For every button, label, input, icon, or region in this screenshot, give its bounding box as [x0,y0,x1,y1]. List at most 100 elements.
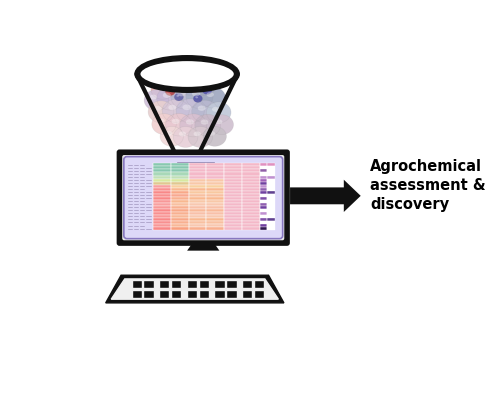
Bar [171,172,188,176]
Bar [171,209,188,212]
Text: discovery: discovery [370,197,449,212]
Ellipse shape [160,126,184,146]
Bar [188,176,206,178]
Ellipse shape [177,91,186,96]
Bar [206,215,224,218]
Bar [206,185,224,188]
Bar [206,188,224,191]
Bar [260,218,268,221]
Ellipse shape [195,115,220,136]
Bar [214,280,224,288]
Ellipse shape [152,114,176,134]
Bar [159,290,170,298]
Bar [242,215,260,218]
Bar [188,200,206,203]
Bar [224,209,242,212]
Bar [224,178,242,182]
Bar [268,203,275,206]
Bar [171,200,188,203]
Bar [242,212,260,215]
Bar [242,185,260,188]
Bar [206,194,224,197]
Bar [242,280,252,288]
Bar [226,280,236,288]
Bar [224,188,242,191]
Bar [171,280,181,288]
Bar [188,197,206,200]
Bar [206,182,224,185]
Bar [153,170,171,172]
Bar [171,212,188,215]
Bar [206,166,224,170]
Ellipse shape [174,126,198,147]
Bar [153,200,171,203]
Ellipse shape [204,88,208,90]
Ellipse shape [154,106,162,111]
Text: assessment &: assessment & [370,178,486,193]
Ellipse shape [178,74,203,95]
Bar [153,209,171,212]
Bar [188,172,206,176]
Ellipse shape [206,92,214,97]
Bar [254,280,264,288]
Bar [224,212,242,215]
Bar [171,166,188,170]
Bar [268,221,275,224]
Ellipse shape [136,57,238,91]
Bar [260,206,268,209]
Bar [242,191,260,194]
Bar [242,203,260,206]
Ellipse shape [203,126,226,146]
Ellipse shape [168,105,176,110]
Bar [268,224,275,227]
Bar [171,203,188,206]
FancyBboxPatch shape [124,157,282,239]
Bar [171,176,188,178]
Bar [268,227,275,230]
Bar [153,197,171,200]
Bar [206,203,224,206]
Bar [171,221,188,224]
Bar [171,290,181,298]
Bar [242,164,260,166]
Bar [153,178,171,182]
Bar [260,178,268,182]
Ellipse shape [177,81,190,91]
Bar [188,185,206,188]
Bar [188,221,206,224]
Bar [153,206,171,209]
Bar [242,209,260,212]
Ellipse shape [166,87,175,96]
Ellipse shape [179,131,186,136]
Ellipse shape [150,95,157,99]
Ellipse shape [148,101,174,123]
Bar [268,200,275,203]
Ellipse shape [186,85,213,109]
Ellipse shape [206,102,231,123]
Ellipse shape [164,75,190,97]
Bar [171,224,188,227]
Bar [171,164,188,166]
Bar [224,200,242,203]
Bar [188,203,206,206]
Bar [159,280,170,288]
Bar [171,170,188,172]
Ellipse shape [163,93,171,98]
Ellipse shape [192,75,216,95]
Ellipse shape [168,89,170,91]
Bar [260,200,268,203]
Ellipse shape [210,115,234,134]
Bar [242,200,260,203]
Bar [153,221,171,224]
Bar [260,215,268,218]
Bar [268,188,275,191]
Bar [268,215,275,218]
Bar [260,194,268,197]
Ellipse shape [196,97,198,98]
Bar [171,227,188,230]
Ellipse shape [190,83,200,93]
Ellipse shape [174,93,184,101]
Ellipse shape [180,83,184,86]
Bar [206,178,224,182]
Bar [242,178,260,182]
